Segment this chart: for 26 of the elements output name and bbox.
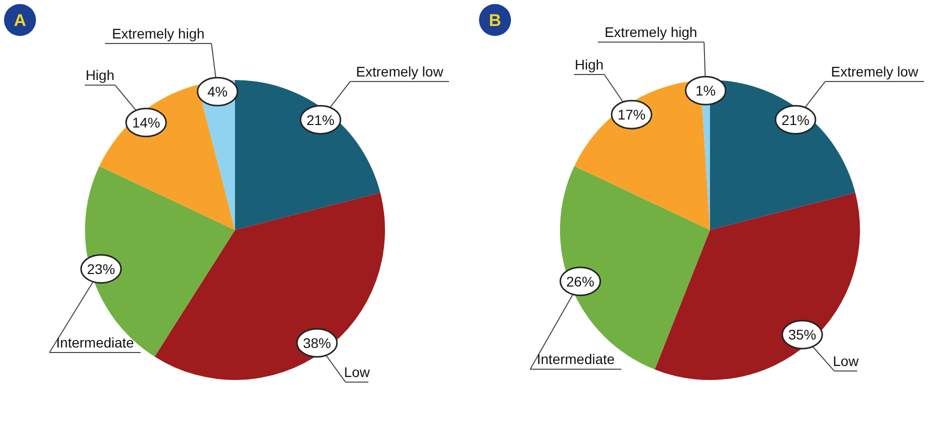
data-label: 4% xyxy=(207,84,228,100)
data-label: 23% xyxy=(87,260,116,277)
slice-label: Extremely low xyxy=(356,63,444,80)
slice-label: Intermediate xyxy=(56,334,134,350)
pie-slice xyxy=(654,192,860,380)
slice-label: Low xyxy=(344,364,371,380)
chart-title: A xyxy=(14,11,26,30)
slice-label: High xyxy=(574,56,604,73)
data-label: 17% xyxy=(618,106,646,123)
pie-slice xyxy=(99,84,235,230)
slice-label: Intermediate xyxy=(536,351,615,368)
slice-label: Extremely low xyxy=(831,63,920,80)
data-label: 38% xyxy=(302,334,332,351)
slice-label: High xyxy=(86,67,114,84)
slice-label: Extremely high xyxy=(112,25,205,42)
slice-label: Low xyxy=(832,353,860,370)
data-label: 14% xyxy=(132,114,160,131)
data-label: 26% xyxy=(566,273,594,290)
pie-slice xyxy=(154,192,385,380)
chart-title: B xyxy=(488,11,502,30)
data-label: 35% xyxy=(788,326,816,343)
data-label: 21% xyxy=(781,112,810,128)
pie-slice xyxy=(235,80,380,230)
slice-label: Extremely high xyxy=(604,24,698,40)
data-label: 1% xyxy=(696,82,716,99)
data-label: 21% xyxy=(306,112,335,128)
